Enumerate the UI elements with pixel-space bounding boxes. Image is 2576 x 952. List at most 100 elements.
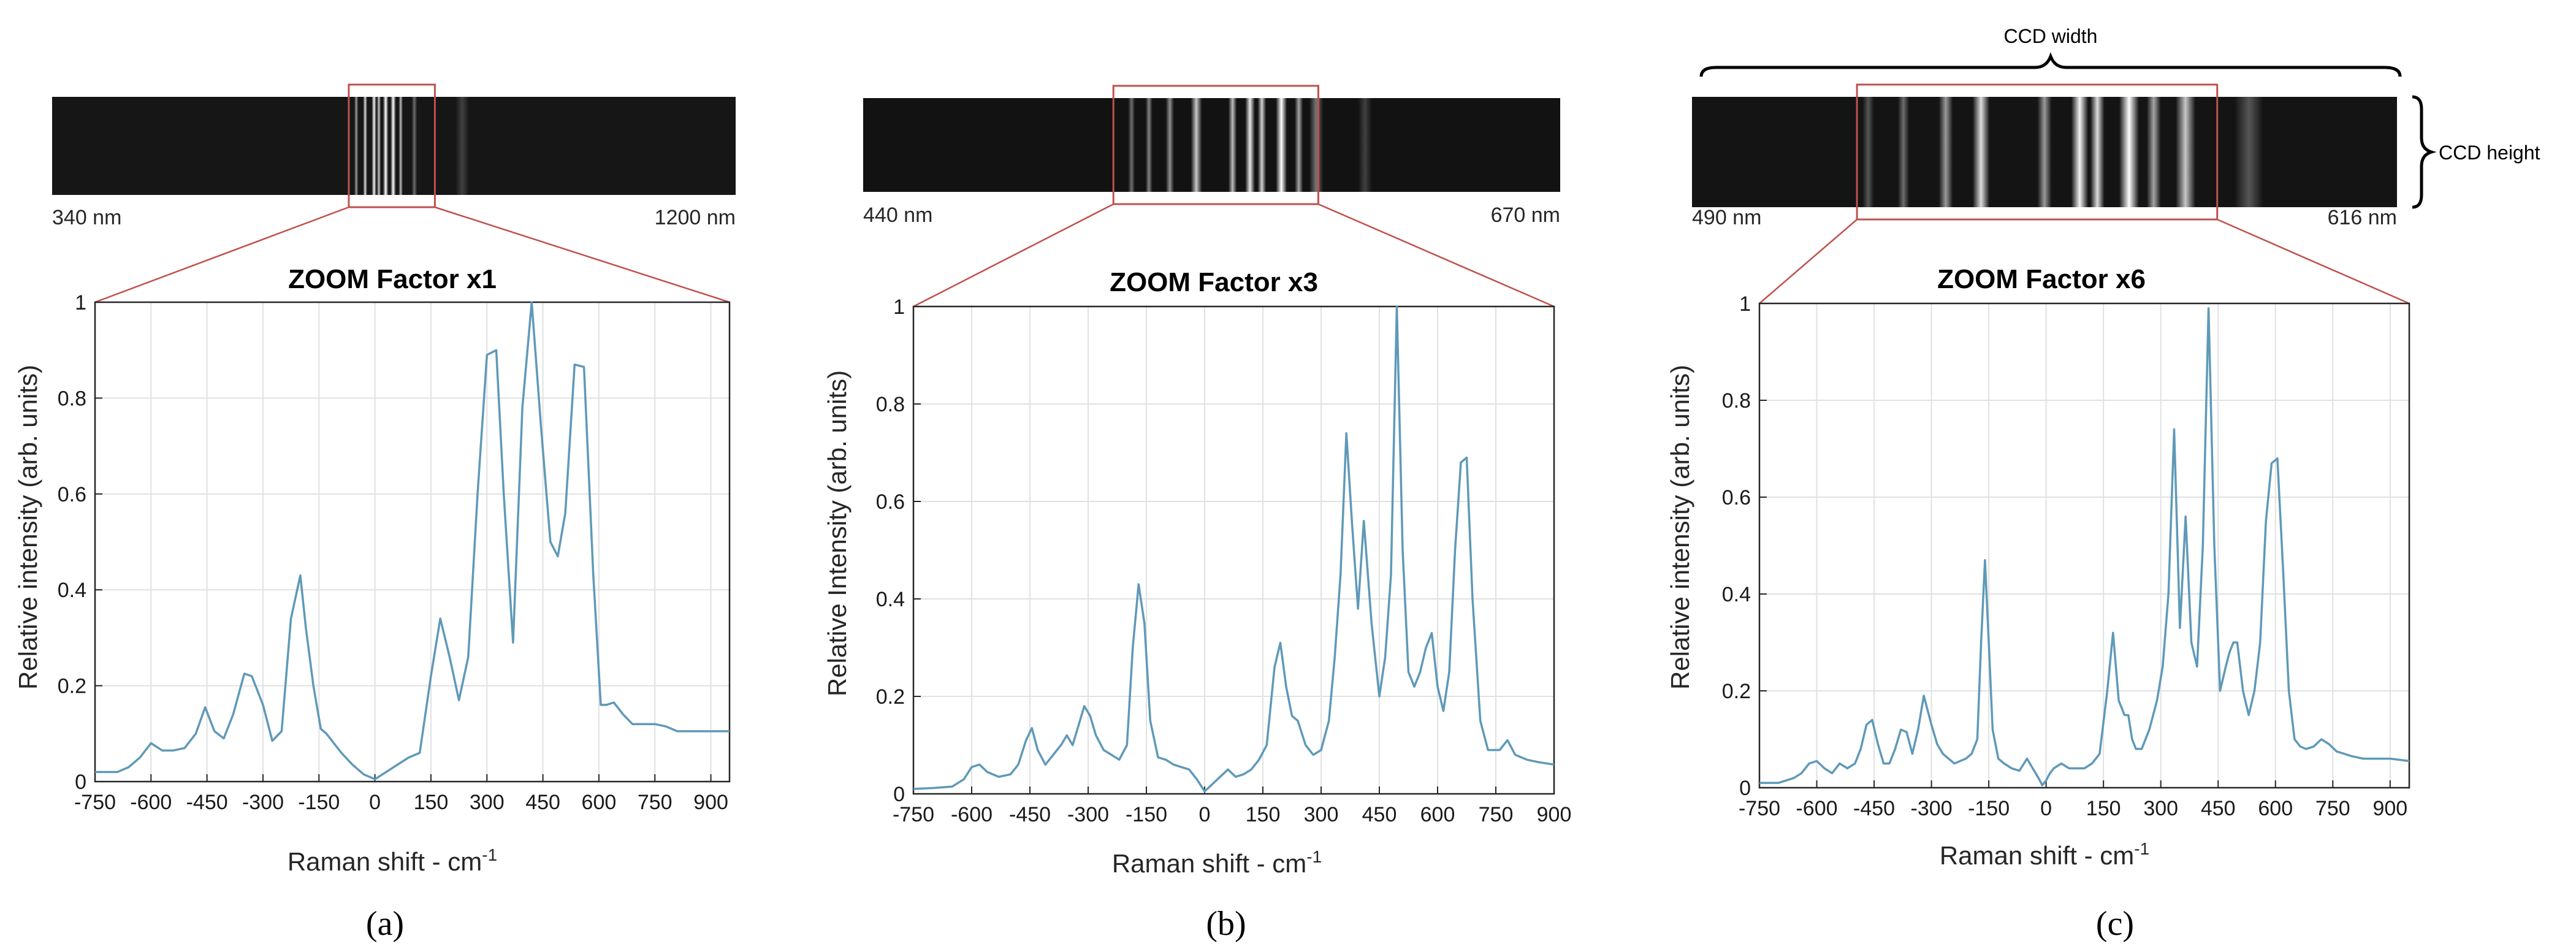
x-axis-label-superscript-a: -1 [482, 845, 497, 864]
x-axis-label-superscript-b: -1 [1306, 847, 1322, 866]
x-tick-label: 150 [2086, 797, 2121, 820]
x-tick-label: 600 [582, 791, 617, 814]
x-tick-label: 750 [1479, 803, 1514, 826]
y-tick-label: 0.8 [1722, 389, 1751, 413]
panel-a: 340 nm 1200 nm ZOOM Factor x1 -750 -600 -4… [13, 83, 736, 943]
x-tick-label: -150 [298, 791, 340, 814]
y-axis-label-c: Relative intensity (arb. units) [1666, 365, 1694, 690]
ccd-selection-box-b [1112, 85, 1319, 205]
x-tick-label: 150 [414, 791, 449, 814]
ccd-annotation: CCD width CCD height [1699, 25, 2540, 209]
x-tick-label: 900 [1537, 803, 1572, 826]
panel-label-c: (c) [2096, 905, 2134, 943]
plot-frame-a [94, 301, 731, 783]
y-tick-label: 0.4 [58, 579, 86, 602]
x-tick-label: 900 [693, 791, 728, 814]
x-tick-label: 600 [1420, 803, 1455, 826]
x-tick-label: -600 [1796, 797, 1837, 820]
x-ticks-b: -750 -600 -450 -300 -150 0 150 300 450 600 750 900 [893, 786, 1571, 826]
y-tick-label: 0.2 [58, 675, 86, 698]
wavelength-left-b: 440 nm [863, 204, 932, 227]
x-tick-label: 0 [369, 791, 381, 814]
x-axis-label-c: Raman shift - cm-1 [1940, 839, 2149, 870]
y-ticks-c: 0 0.2 0.4 0.6 0.8 1 [1722, 292, 1767, 800]
plot-frame-b [912, 305, 1555, 795]
y-axis-label-b: Relative Intensity (arb. units) [823, 370, 852, 696]
x-tick-label: -450 [186, 791, 228, 814]
ccd-width-label: CCD width [2004, 25, 2098, 47]
spectrum-line-a [95, 301, 730, 780]
spectrum-line-b [913, 305, 1555, 793]
x-tick-label: 0 [1199, 803, 1211, 826]
x-axis-label-superscript-c: -1 [2134, 839, 2149, 858]
x-tick-label: 450 [2201, 797, 2236, 820]
x-tick-label: -450 [1009, 803, 1051, 826]
ccd-strip-b [863, 98, 1560, 192]
x-axis-label-text-a: Raman shift - cm [288, 847, 482, 876]
panel-label-b: (b) [1206, 905, 1246, 943]
ccd-image-b [863, 98, 1560, 192]
y-tick-label: 0 [893, 783, 905, 806]
x-tick-label: -600 [130, 791, 172, 814]
gridlines-a [94, 302, 730, 782]
x-axis-label-text-c: Raman shift - cm [1940, 841, 2134, 870]
x-tick-label: -600 [951, 803, 993, 826]
y-tick-label: 0.2 [1722, 680, 1751, 703]
x-tick-label: -300 [1911, 797, 1953, 820]
y-ticks-b: 0 0.2 0.4 0.6 0.8 1 [876, 295, 921, 806]
y-tick-label: 1 [893, 295, 905, 319]
x-tick-label: 300 [2143, 797, 2178, 820]
wavelength-left-c: 490 nm [1692, 206, 1761, 229]
x-tick-label: -750 [1739, 797, 1780, 820]
y-tick-label: 0.6 [1722, 486, 1751, 509]
y-tick-label: 0 [1739, 777, 1751, 800]
x-tick-label: 750 [638, 791, 673, 814]
ccd-image-a [52, 97, 736, 195]
ccd-selection-box-c [1856, 83, 2219, 221]
wavelength-right-a: 1200 nm [655, 206, 736, 229]
ccd-strip-a [52, 97, 736, 195]
y-tick-label: 0.8 [58, 387, 86, 410]
x-axis-label-text-b: Raman shift - cm [1112, 849, 1306, 878]
y-ticks-a: 0 0.2 0.4 0.6 0.8 1 [58, 291, 102, 794]
x-tick-label: 150 [1246, 803, 1281, 826]
ccd-selection-box-a [348, 83, 436, 208]
ccd-height-label: CCD height [2439, 142, 2540, 164]
y-tick-label: 0.4 [1722, 583, 1751, 606]
y-tick-label: 1 [75, 291, 86, 314]
zoom-connector-left-b [913, 203, 1114, 308]
y-tick-label: 0.2 [876, 685, 905, 709]
y-tick-label: 1 [1739, 292, 1751, 316]
ccd-height-brace [2412, 95, 2437, 209]
x-tick-label: -450 [1853, 797, 1895, 820]
x-tick-label: 450 [1362, 803, 1397, 826]
spectrum-line-c [1759, 307, 2410, 786]
zoom-connector-left-a [94, 206, 349, 303]
zoom-connector-right-a [435, 206, 730, 303]
zoom-connector-right-b [1317, 203, 1555, 308]
panel-label-a: (a) [366, 905, 404, 943]
zoom-connector-left-c [1759, 219, 1858, 304]
wavelength-left-a: 340 nm [52, 206, 121, 229]
x-tick-label: -750 [893, 803, 934, 826]
x-tick-label: -300 [1067, 803, 1109, 826]
x-tick-label: 750 [2315, 797, 2350, 820]
x-tick-label: -150 [1968, 797, 2010, 820]
x-axis-label-b: Raman shift - cm-1 [1112, 847, 1322, 878]
x-tick-label: 600 [2258, 797, 2293, 820]
wavelength-right-b: 670 nm [1491, 204, 1560, 227]
chart-title-a: ZOOM Factor x1 [288, 264, 497, 294]
panel-b: 440 nm 670 nm ZOOM Factor x3 -750 -600 -45… [823, 85, 1571, 943]
x-axis-label-a: Raman shift - cm-1 [288, 845, 497, 876]
plot-frame-c [1758, 302, 2410, 789]
x-tick-label: 900 [2372, 797, 2407, 820]
x-tick-label: -150 [1126, 803, 1167, 826]
ccd-image-c [1692, 97, 2397, 207]
x-tick-label: 450 [525, 791, 560, 814]
ccd-width-brace [1699, 52, 2402, 77]
gridlines-c [1759, 303, 2409, 788]
chart-title-c: ZOOM Factor x6 [1937, 264, 2146, 294]
panel-c: 490 nm 616 nm ZOOM Factor x6 -750 -600 -45… [1666, 83, 2410, 943]
x-tick-label: -750 [74, 791, 116, 814]
